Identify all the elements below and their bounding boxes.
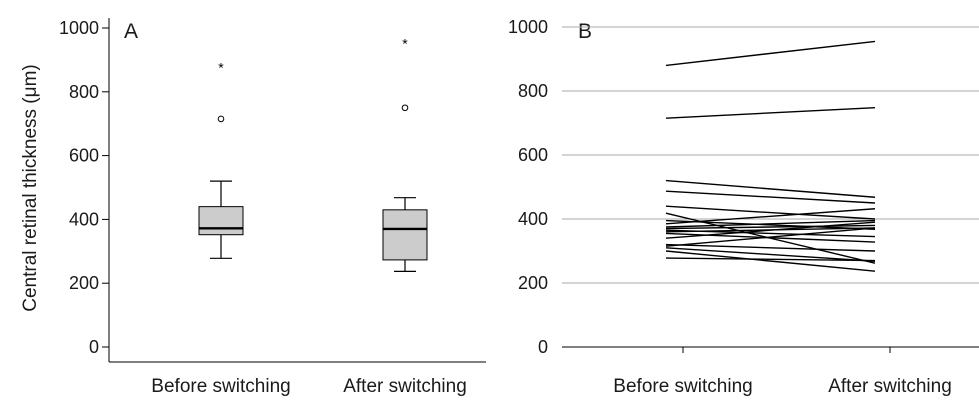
subject-line	[665, 219, 876, 228]
box-extreme-point: *	[402, 35, 408, 51]
box-outlier-point	[401, 104, 409, 112]
panel-a-y-tick-label: 0	[89, 337, 99, 357]
panel-b-y-tick-label: 1000	[508, 17, 548, 37]
subject-line	[665, 224, 876, 230]
box-outlier-point	[217, 115, 225, 123]
panel-b-line-plot: B 0 200 400 600 800 1000 Before switching After…	[508, 17, 979, 397]
subject-line	[665, 247, 876, 262]
panel-b-y-tick-label: 0	[538, 337, 548, 357]
panel-a-boxplot: A 0 200 400 600 800 1000 * Before switching * Aft…	[59, 18, 486, 397]
box-iqr	[198, 206, 244, 236]
panel-a-y-tick-label: 400	[69, 209, 99, 229]
subject-line	[665, 106, 876, 119]
subject-line	[665, 205, 876, 220]
subject-line	[665, 257, 876, 262]
panel-a-y-tick-label: 200	[69, 273, 99, 293]
panel-a-y-tick-label: 800	[69, 82, 99, 102]
panel-b-y-tick-label: 600	[518, 145, 548, 165]
panel-b-y-tick-label: 800	[518, 81, 548, 101]
panel-a-y-tick-label: 600	[69, 146, 99, 166]
panel-b-y-tick-label: 200	[518, 273, 548, 293]
subject-line	[665, 190, 876, 204]
subject-line	[665, 250, 876, 272]
panel-b-category-label: Before switching	[613, 376, 752, 397]
subject-line	[665, 179, 876, 198]
panel-a-letter: A	[124, 20, 138, 43]
subject-line	[665, 227, 876, 247]
box-extreme-point: *	[218, 59, 224, 75]
box-iqr	[382, 209, 428, 261]
subject-line	[665, 40, 876, 67]
panel-a-y-tick-label: 1000	[59, 18, 99, 38]
panel-a-category-label: Before switching	[151, 376, 290, 397]
y-axis-title: Central retinal thickness (μm)	[20, 64, 41, 311]
panel-b-category-label: After switching	[828, 376, 952, 397]
subject-line	[665, 219, 876, 230]
panel-b-letter: B	[578, 20, 592, 43]
subject-line	[665, 243, 876, 252]
panel-a-category-label: After switching	[343, 376, 467, 397]
panel-b-y-tick-label: 400	[518, 209, 548, 229]
subject-line	[665, 208, 876, 225]
subject-line	[665, 221, 876, 239]
